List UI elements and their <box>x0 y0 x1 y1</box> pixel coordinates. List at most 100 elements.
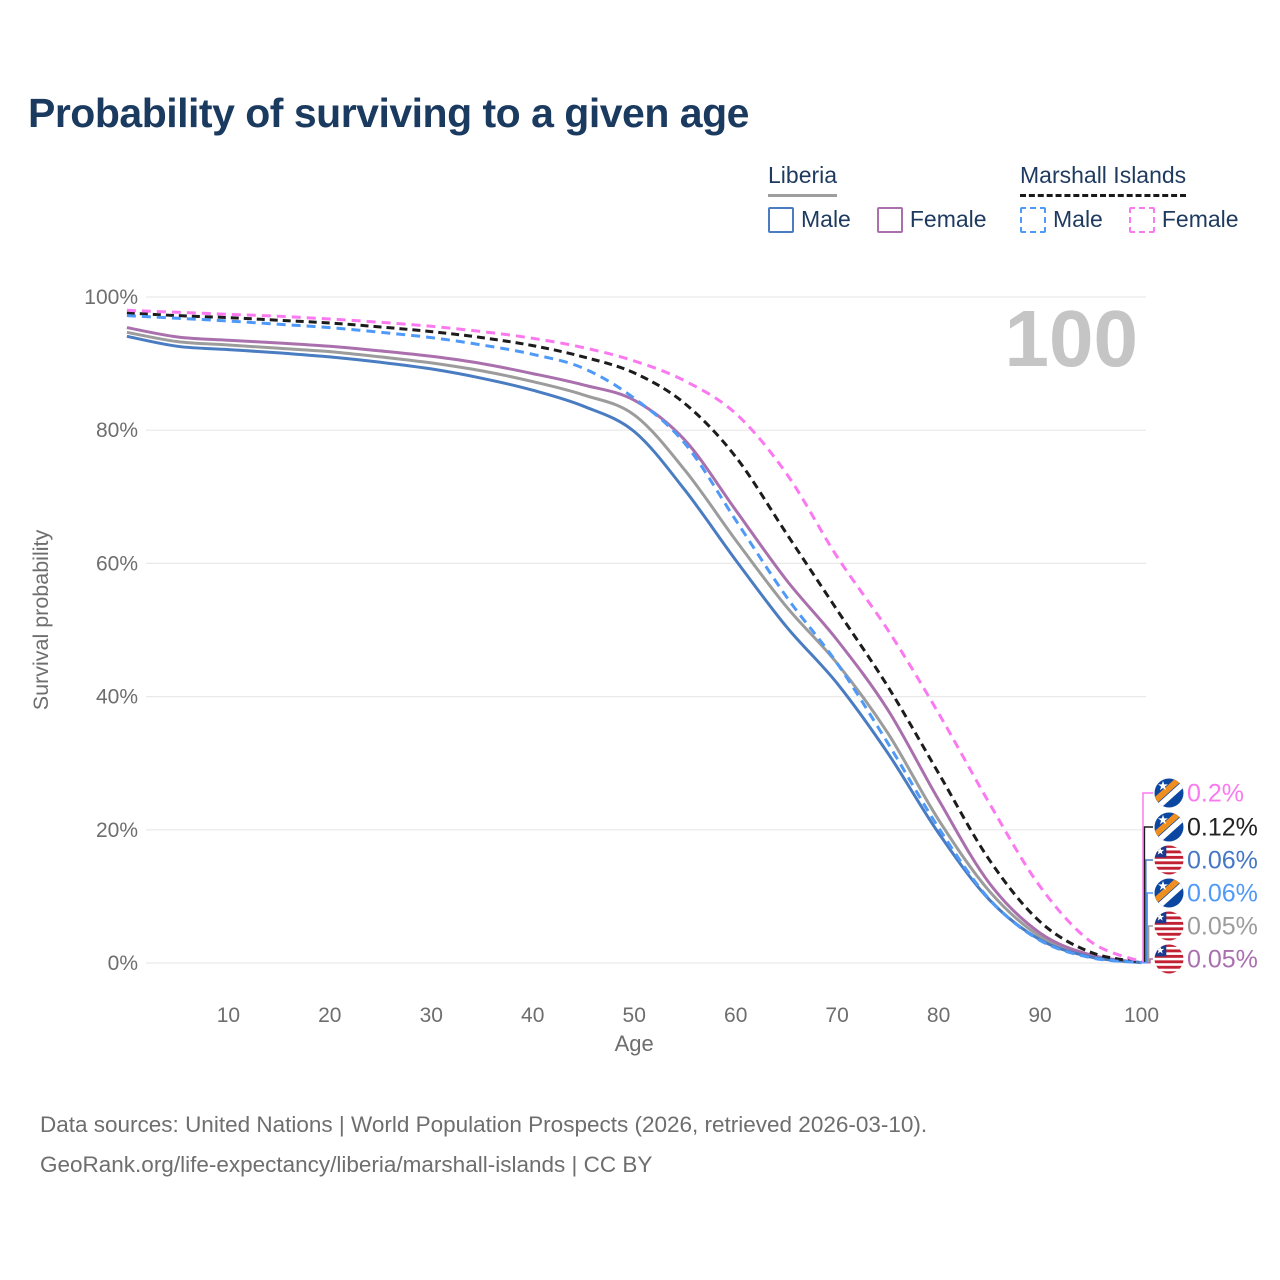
liberia-flag-icon <box>1154 911 1184 941</box>
end-label-value-liberia-both: 0.05% <box>1187 913 1258 941</box>
flag-star <box>1156 847 1165 855</box>
liberia-female-swatch-icon <box>876 206 903 233</box>
y-tick-label: 100% <box>84 286 138 309</box>
legend-group-marshall-islands: Marshall Islands Male Female <box>1020 162 1239 233</box>
y-tick-label: 20% <box>96 819 138 842</box>
flag-star <box>1156 913 1165 921</box>
legend-group-label-marshall-islands[interactable]: Marshall Islands <box>1020 162 1187 197</box>
liberia-flag-icon <box>1154 845 1184 875</box>
flag-stripe <box>1154 927 1184 931</box>
end-labels: 0.05% 0.05% 0.06% 0.12% 0.06% 0.2% <box>1141 778 1258 974</box>
flag-bands <box>1154 878 1184 908</box>
flag-stripe <box>1154 855 1184 859</box>
flag-stripe <box>1154 872 1184 875</box>
flag-stripe <box>1154 932 1184 936</box>
x-tick-label: 80 <box>927 1004 950 1027</box>
flag-band-white <box>1154 778 1184 808</box>
flag-star <box>1158 880 1168 891</box>
end-label-connector-marshall-male <box>1141 892 1153 964</box>
legend-items-marshall-islands: Male Female <box>1020 206 1239 233</box>
flag-stripe <box>1154 850 1184 854</box>
end-label-value-marshall-female: 0.2% <box>1187 780 1244 808</box>
y-tick-label: 40% <box>96 686 138 709</box>
flag-star <box>1158 780 1168 791</box>
end-label-value-marshall-male: 0.06% <box>1187 880 1258 908</box>
flag-bg <box>1154 845 1184 875</box>
x-tick-label: 30 <box>420 1004 443 1027</box>
legend-item-label: Female <box>909 206 987 232</box>
flag-bg <box>1154 911 1184 941</box>
y-tick-label: 60% <box>96 552 138 575</box>
flag-stripe <box>1154 949 1184 953</box>
marshall-flag-icon <box>1154 878 1184 908</box>
x-tick-label: 10 <box>217 1004 240 1027</box>
legend-item-liberia-male[interactable]: Male <box>768 206 851 233</box>
end-label-value-liberia-male: 0.06% <box>1187 847 1258 875</box>
flag-bg <box>1154 878 1184 908</box>
page-title: Probability of surviving to a given age <box>28 90 749 136</box>
legend-item-label: Female <box>1161 206 1239 232</box>
x-tick-label: 90 <box>1028 1004 1051 1027</box>
y-tick-label: 80% <box>96 419 138 442</box>
data-sources-line1: Data sources: United Nations | World Pop… <box>40 1112 928 1137</box>
legend-item-marshall-male[interactable]: Male <box>1020 206 1103 233</box>
flag-stripe <box>1154 845 1184 848</box>
series-lines <box>126 308 1143 965</box>
y-tick-label: 0% <box>108 952 138 975</box>
flag-stripe <box>1154 861 1184 865</box>
flag-band-orange <box>1154 878 1184 908</box>
flag-stripe <box>1154 971 1184 974</box>
flag-stripe <box>1154 921 1184 925</box>
flag-stripe <box>1154 916 1184 920</box>
marshall-male-swatch-icon <box>1020 206 1046 233</box>
series-line-liberia-both <box>126 330 1142 965</box>
legend-group-liberia: Liberia Male Female <box>768 162 987 233</box>
marshall-flag-icon <box>1154 812 1184 842</box>
flag-stripe <box>1154 960 1184 964</box>
series-line-liberia-male <box>126 334 1142 965</box>
watermark-layer: 100 <box>1005 294 1138 383</box>
legend-group-label-liberia[interactable]: Liberia <box>768 162 838 197</box>
flag-band-orange <box>1154 812 1184 842</box>
flag-band-orange <box>1154 778 1184 808</box>
data-sources: Data sources: United Nations | World Pop… <box>40 1105 927 1185</box>
flag-stripe <box>1154 911 1184 914</box>
marshall-female-swatch-icon <box>1128 206 1155 233</box>
end-label-value-marshall-both: 0.12% <box>1187 814 1258 842</box>
flag-band-white <box>1154 878 1184 908</box>
flag-bg <box>1154 778 1184 808</box>
x-tick-label: 70 <box>825 1004 848 1027</box>
data-sources-line2: GeoRank.org/life-expectancy/liberia/mars… <box>40 1152 653 1177</box>
series-line-marshall-both <box>126 311 1142 964</box>
series-line-liberia-female <box>126 326 1142 965</box>
legend-item-liberia-female[interactable]: Female <box>876 206 987 233</box>
x-tick-label: 40 <box>521 1004 544 1027</box>
liberia-male-swatch-icon <box>768 206 794 233</box>
flag-bg <box>1154 812 1184 842</box>
flag-stripe <box>1154 954 1184 958</box>
gridlines <box>146 296 1146 964</box>
legend: Liberia Male Female Marshall Islands Mal… <box>0 162 1280 242</box>
series-line-marshall-female <box>126 308 1143 964</box>
marshall-flag-icon <box>1154 778 1184 808</box>
flag-bands <box>1154 812 1184 842</box>
legend-item-label: Male <box>801 206 851 232</box>
flag-stripe <box>1154 938 1184 941</box>
x-tick-label: 100 <box>1124 1004 1159 1027</box>
axis-labels: 0% 20% 40% 60% 80% 100% 10 20 30 40 50 60 70 80 90 100 A… <box>29 286 1159 1056</box>
flag-bands <box>1154 778 1184 808</box>
liberia-flag-icon <box>1154 944 1184 974</box>
x-tick-label: 20 <box>318 1004 341 1027</box>
legend-item-marshall-female[interactable]: Female <box>1128 206 1239 233</box>
flag-star <box>1156 946 1165 954</box>
flag-star <box>1158 814 1168 825</box>
end-label-connector-marshall-female <box>1141 792 1153 963</box>
watermark-age-100: 100 <box>1005 294 1138 383</box>
flag-stripe <box>1154 965 1184 969</box>
series-line-marshall-male <box>126 314 1142 965</box>
flag-stripe <box>1154 866 1184 870</box>
flag-bg <box>1154 944 1184 974</box>
y-axis-title: Survival probability <box>29 530 53 711</box>
